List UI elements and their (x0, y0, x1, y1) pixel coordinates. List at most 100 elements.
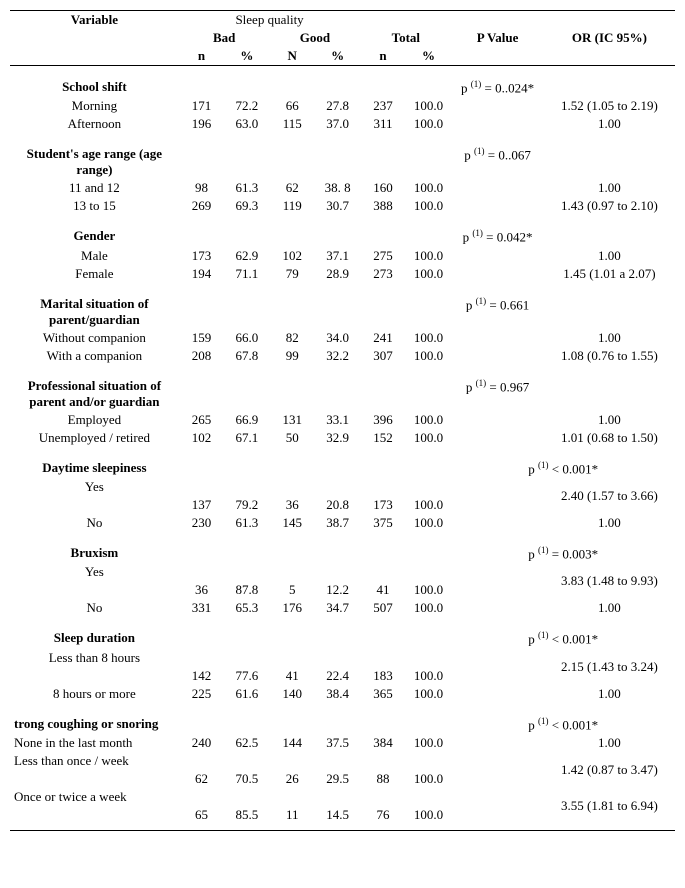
p-value: p (1) = 0.003* (451, 544, 675, 563)
cell-bn: 36 (179, 581, 224, 599)
cell-bp: 87.8 (224, 581, 269, 599)
cell-gp: 32.9 (315, 429, 360, 447)
row-label: Unemployed / retired (10, 429, 179, 447)
cell-tp: 100.0 (406, 329, 452, 347)
cell-bp: 70.5 (224, 770, 269, 788)
odds-ratio: 1.08 (0.76 to 1.55) (544, 347, 675, 365)
row-label: None in the last month (10, 734, 179, 752)
cell-gn: 36 (270, 496, 315, 514)
cell-tp: 100.0 (406, 685, 452, 703)
odds-ratio: 1.43 (0.97 to 2.10) (544, 197, 675, 215)
odds-ratio: 1.00 (544, 599, 675, 617)
row-label: Afternoon (10, 115, 179, 133)
cell-tn: 311 (360, 115, 405, 133)
cell-gn: 140 (270, 685, 315, 703)
cell-bn: 142 (179, 667, 224, 685)
p-value: p (1) = 0..024* (451, 78, 544, 97)
cell-tn: 237 (360, 97, 405, 115)
cell-tp: 100.0 (406, 734, 452, 752)
cell-tp: 100.0 (406, 411, 452, 429)
header-bad-n: n (179, 47, 224, 66)
cell-bn: 102 (179, 429, 224, 447)
p-value: p (1) < 0.001* (451, 459, 675, 478)
odds-ratio: 2.15 (1.43 to 3.24) (544, 649, 675, 685)
cell-bn: 196 (179, 115, 224, 133)
cell-bp: 66.0 (224, 329, 269, 347)
cell-tn: 388 (360, 197, 405, 215)
cell-bp: 66.9 (224, 411, 269, 429)
cell-bp: 69.3 (224, 197, 269, 215)
cell-bp: 71.1 (224, 265, 269, 283)
row-label: Less than 8 hours (10, 649, 179, 667)
cell-bn: 240 (179, 734, 224, 752)
cell-gn: 82 (270, 329, 315, 347)
odds-ratio: 1.00 (544, 411, 675, 429)
cell-gp: 20.8 (315, 496, 360, 514)
cell-gp: 38. 8 (315, 179, 360, 197)
section-title: Daytime sleepiness (10, 459, 179, 478)
cell-gp: 38.7 (315, 514, 360, 532)
cell-gp: 12.2 (315, 581, 360, 599)
cell-gp: 22.4 (315, 667, 360, 685)
cell-tp: 100.0 (406, 667, 452, 685)
header-variable: Variable (10, 11, 179, 66)
row-label: Morning (10, 97, 179, 115)
cell-bn: 137 (179, 496, 224, 514)
cell-tn: 365 (360, 685, 405, 703)
cell-tn: 173 (360, 496, 405, 514)
row-label: No (10, 599, 179, 617)
cell-gn: 145 (270, 514, 315, 532)
cell-tp: 100.0 (406, 347, 452, 365)
cell-tp: 100.0 (406, 514, 452, 532)
cell-gp: 32.2 (315, 347, 360, 365)
cell-tp: 100.0 (406, 581, 452, 599)
p-value: p (1) = 0.967 (451, 377, 544, 411)
cell-gp: 29.5 (315, 770, 360, 788)
cell-tp: 100.0 (406, 770, 452, 788)
section-title: Gender (10, 227, 179, 246)
header-total-pct: % (406, 47, 452, 66)
cell-tp: 100.0 (406, 599, 452, 617)
cell-bp: 65.3 (224, 599, 269, 617)
cell-gn: 99 (270, 347, 315, 365)
header-total: Total (360, 29, 451, 47)
section-title: Marital situation of parent/guardian (10, 295, 179, 329)
cell-bn: 230 (179, 514, 224, 532)
odds-ratio: 1.00 (544, 329, 675, 347)
cell-gn: 119 (270, 197, 315, 215)
header-good-pct: % (315, 47, 360, 66)
p-value: p (1) < 0.001* (451, 629, 675, 648)
odds-ratio: 1.00 (544, 734, 675, 752)
cell-gp: 34.0 (315, 329, 360, 347)
row-label: Less than once / week (10, 752, 179, 770)
odds-ratio: 1.45 (1.01 a 2.07) (544, 265, 675, 283)
cell-bn: 171 (179, 97, 224, 115)
p-value: p (1) = 0.661 (451, 295, 544, 329)
header-good: Good (270, 29, 361, 47)
section-title: School shift (10, 78, 179, 97)
cell-tn: 183 (360, 667, 405, 685)
header-total-n: n (360, 47, 405, 66)
odds-ratio: 1.52 (1.05 to 2.19) (544, 97, 675, 115)
cell-gn: 176 (270, 599, 315, 617)
cell-gp: 37.5 (315, 734, 360, 752)
cell-tn: 241 (360, 329, 405, 347)
cell-tp: 100.0 (406, 496, 452, 514)
cell-bn: 159 (179, 329, 224, 347)
cell-tn: 275 (360, 247, 405, 265)
cell-tn: 307 (360, 347, 405, 365)
cell-gp: 14.5 (315, 806, 360, 824)
section-title: Professional situation of parent and/or … (10, 377, 179, 411)
row-label: 8 hours or more (10, 685, 179, 703)
cell-tn: 41 (360, 581, 405, 599)
header-sleep-quality: Sleep quality (179, 11, 361, 30)
cell-tp: 100.0 (406, 247, 452, 265)
cell-bn: 98 (179, 179, 224, 197)
cell-gn: 11 (270, 806, 315, 824)
row-label: Yes (10, 563, 179, 581)
row-label: Employed (10, 411, 179, 429)
cell-bn: 208 (179, 347, 224, 365)
cell-gn: 62 (270, 179, 315, 197)
section-title: Student's age range (age range) (10, 145, 179, 179)
section-title: Bruxism (10, 544, 179, 563)
